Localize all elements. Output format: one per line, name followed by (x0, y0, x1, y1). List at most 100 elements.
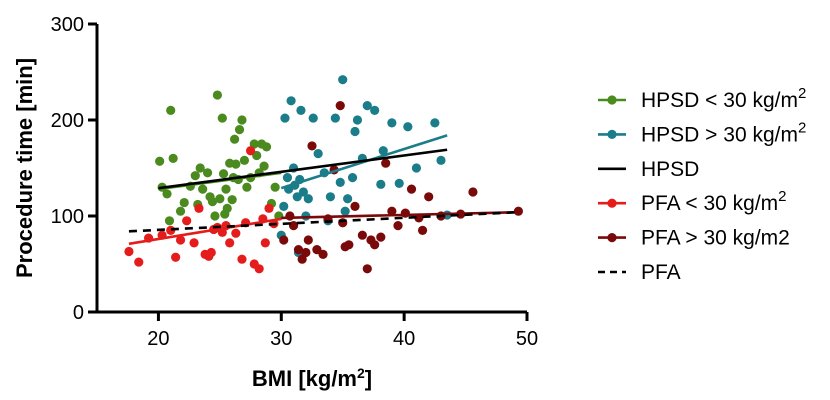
data-point (231, 159, 241, 169)
legend-label: PFA (641, 261, 681, 284)
data-point (207, 197, 218, 207)
data-point (210, 211, 220, 221)
data-point (194, 203, 204, 213)
data-point (285, 211, 295, 221)
data-point (237, 115, 247, 125)
data-point (190, 171, 200, 181)
legend: HPSD < 30 kg/m2 HPSD > 30 kg/m2 HPSD PFA < … (598, 85, 806, 284)
data-point (394, 178, 404, 188)
y-axis-title: Procedure time [min] (12, 58, 37, 278)
data-point (212, 90, 222, 100)
y-tick-label: 200 (51, 110, 84, 132)
data-point (168, 153, 178, 163)
data-point (378, 146, 388, 156)
data-point (164, 216, 175, 226)
legend-label: HPSD > 30 kg/m2 (641, 119, 806, 146)
data-point (179, 197, 189, 208)
data-point (338, 75, 348, 85)
data-point (370, 105, 380, 115)
data-point (155, 156, 165, 166)
data-point (406, 184, 417, 194)
data-point (387, 206, 397, 216)
data-point (220, 209, 230, 219)
legend-label: HPSD (641, 158, 699, 181)
data-point (270, 182, 280, 192)
data-point (376, 232, 386, 242)
data-point (370, 240, 380, 250)
data-point (468, 187, 478, 197)
legend-label: HPSD < 30 kg/m2 (641, 85, 806, 112)
data-point (296, 105, 306, 115)
y-tick-label: 0 (73, 302, 84, 324)
data-point (217, 113, 227, 123)
data-point (350, 201, 360, 211)
data-point (308, 113, 318, 123)
data-point (239, 155, 250, 165)
data-point (279, 235, 289, 245)
x-tick-label: 40 (393, 328, 415, 350)
data-point (237, 254, 247, 264)
data-point (307, 141, 317, 151)
x-axis-title: BMI [kg/m2] (252, 365, 372, 391)
data-point (206, 247, 216, 258)
data-point (343, 194, 353, 204)
data-point (424, 192, 434, 202)
data-point (325, 192, 336, 202)
data-point (231, 228, 241, 238)
trend-line (128, 210, 519, 233)
data-point (162, 189, 172, 199)
data-point (362, 264, 372, 274)
data-point (260, 238, 270, 248)
legend-label: PFA > 30 kg/m2 (641, 227, 790, 250)
data-point (301, 247, 311, 258)
data-point (189, 238, 199, 248)
data-point (350, 126, 360, 137)
data-point (195, 163, 205, 173)
data-point (225, 238, 235, 248)
data-point (286, 96, 296, 106)
data-point (298, 187, 308, 197)
data-point (218, 169, 229, 179)
data-point (387, 118, 397, 128)
data-point (403, 122, 413, 132)
plot-area (124, 75, 524, 274)
legend-swatch-marker (607, 95, 617, 105)
axes: 20 30 40 50 0 100 200 300 (51, 14, 539, 350)
data-point (357, 230, 367, 240)
data-point (230, 134, 240, 144)
data-point (340, 206, 350, 216)
data-point (303, 194, 313, 204)
data-point (242, 182, 252, 192)
data-point (254, 264, 264, 274)
data-point (215, 194, 225, 204)
data-point (282, 173, 293, 183)
data-point (303, 235, 313, 245)
legend-swatch-marker (607, 198, 617, 208)
data-point (335, 177, 345, 187)
data-point (245, 146, 256, 156)
x-tick-label: 20 (147, 328, 169, 350)
data-point (293, 245, 304, 255)
data-point (344, 240, 354, 250)
legend-swatch-marker (607, 129, 617, 139)
data-point (313, 149, 323, 159)
data-point (436, 155, 446, 165)
data-point (234, 125, 245, 135)
data-point (430, 118, 440, 128)
data-point (376, 179, 386, 189)
data-point (202, 168, 213, 178)
data-point (198, 184, 208, 194)
data-point (335, 101, 345, 111)
data-point (175, 235, 186, 245)
data-point (261, 142, 272, 152)
data-point (417, 225, 428, 235)
data-point (171, 252, 181, 262)
data-point (411, 163, 422, 173)
x-tick-label: 50 (516, 328, 538, 350)
data-point (259, 161, 269, 171)
data-point (182, 216, 192, 226)
legend-label: PFA < 30 kg/m2 (641, 188, 787, 215)
data-point (175, 206, 186, 216)
data-point (362, 101, 372, 111)
